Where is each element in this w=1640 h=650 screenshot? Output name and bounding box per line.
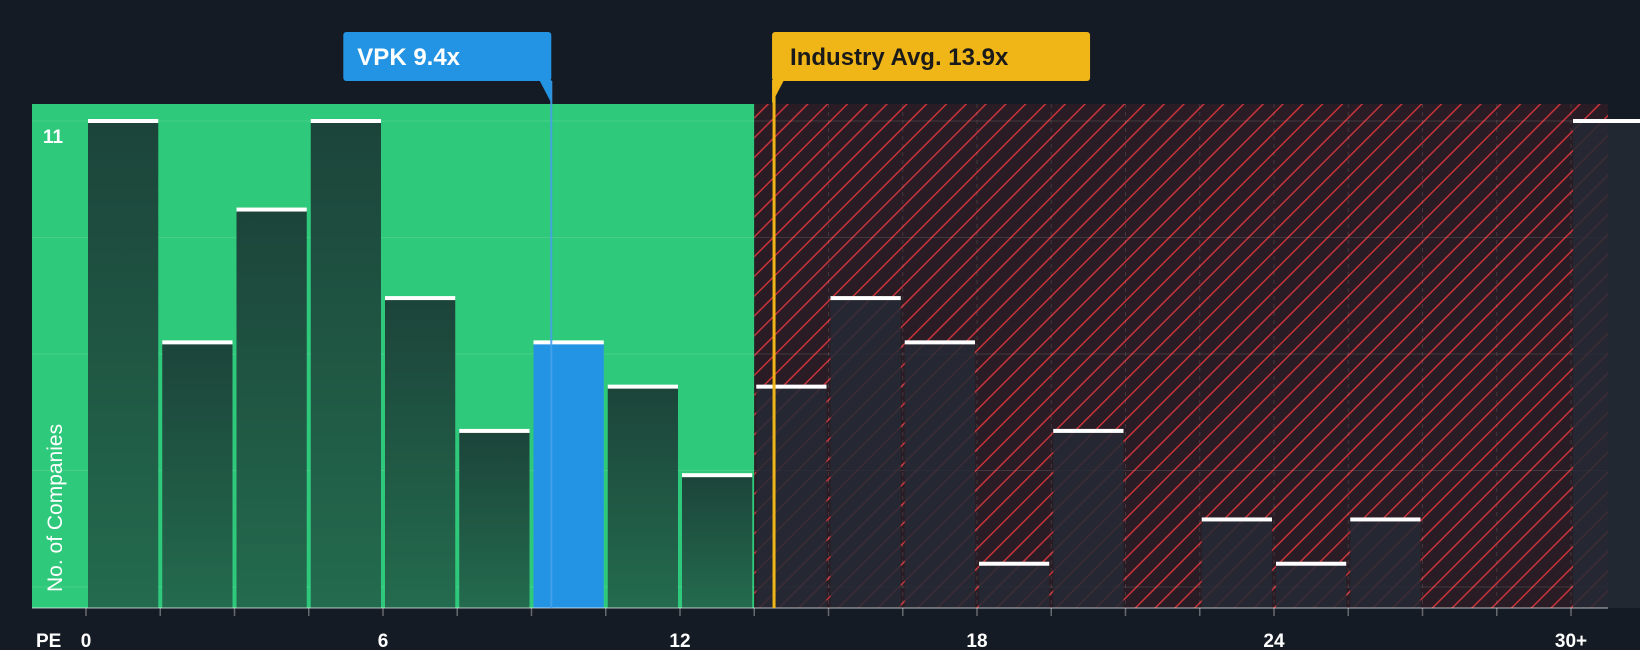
bar-1 <box>162 342 233 608</box>
bar-cap-0 <box>88 119 159 123</box>
bar-17 <box>1350 519 1421 608</box>
x-tick-label-4: 24 <box>1263 631 1285 650</box>
bar-cap-12 <box>979 561 1050 566</box>
bar-11 <box>904 342 975 608</box>
bar-cap-15 <box>1201 517 1272 522</box>
bar-cap-5 <box>459 428 530 433</box>
x-tick-label-1: 6 <box>378 631 389 650</box>
bar-cap-1 <box>162 340 233 345</box>
bar-0 <box>88 121 159 608</box>
bar-13 <box>1053 430 1124 608</box>
annotation-pointer-0 <box>539 80 552 103</box>
bar-cap-8 <box>682 473 753 478</box>
annotation-box-0 <box>343 32 552 81</box>
bar-6 <box>533 342 604 608</box>
annotations: VPK 9.4x Industry Avg. 13.9x <box>343 32 1091 608</box>
annotation-pointer-1 <box>772 80 785 103</box>
x-axis-ticks: 0 6 12 18 24 30+ <box>81 608 1587 650</box>
bar-12 <box>979 563 1050 608</box>
annotation-label-1: Industry Avg. 13.9x <box>790 44 1009 71</box>
bar-2 <box>236 209 307 608</box>
bar-cap-2 <box>236 207 307 212</box>
bar-cap-11 <box>904 340 975 345</box>
bars <box>88 119 1640 608</box>
x-tick-label-3: 18 <box>966 631 987 650</box>
bar-cap-20 <box>1573 119 1640 123</box>
y-axis-ticks: 11 <box>43 127 64 148</box>
bar-cap-4 <box>385 296 456 301</box>
y-axis-label: No. of Companies <box>44 424 67 592</box>
bar-3 <box>310 121 381 608</box>
bar-16 <box>1276 563 1347 608</box>
bar-cap-13 <box>1053 428 1124 433</box>
bar-cap-3 <box>310 119 381 123</box>
y-tick-label-0: 11 <box>43 127 64 148</box>
bar-cap-10 <box>830 296 901 301</box>
bar-10 <box>830 298 901 608</box>
bar-7 <box>607 386 678 608</box>
bar-5 <box>459 430 530 608</box>
bar-cap-16 <box>1276 561 1347 566</box>
x-tick-label-2: 12 <box>669 631 690 650</box>
bar-20 <box>1573 121 1640 608</box>
x-axis-label: PE <box>36 631 61 650</box>
annotation-box-1 <box>772 32 1091 81</box>
bar-9 <box>756 386 827 608</box>
bar-8 <box>682 475 753 608</box>
bar-cap-6 <box>533 340 604 345</box>
bar-cap-17 <box>1350 517 1421 522</box>
bar-cap-9 <box>756 384 827 389</box>
bar-4 <box>385 298 456 608</box>
annotation-label-0: VPK 9.4x <box>357 44 460 71</box>
bar-15 <box>1201 519 1272 608</box>
x-tick-label-0: 0 <box>81 631 92 650</box>
x-tick-label-5: 30+ <box>1555 631 1587 650</box>
bar-cap-7 <box>607 384 678 389</box>
